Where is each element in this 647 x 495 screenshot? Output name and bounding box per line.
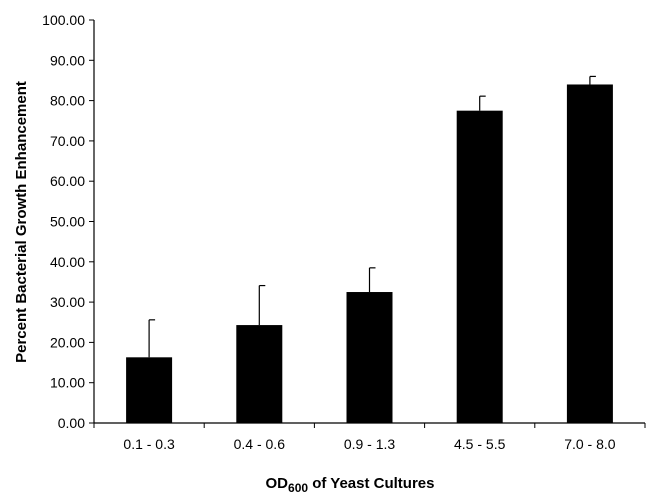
x-tick-label: 0.4 - 0.6 [234,436,286,452]
bar [346,292,393,423]
x-tick-label: 0.9 - 1.3 [344,436,396,452]
y-tick-label: 80.00 [50,93,85,109]
x-axis-title-suffix: of Yeast Cultures [308,475,434,492]
y-axis-title: Percent Bacterial Growth Enhancement [13,81,30,363]
bar [566,84,613,423]
x-axis-ticks: 0.1 - 0.3 0.4 - 0.6 0.9 - 1.3 4.5 - 5.5 7.0 … [93,423,646,452]
y-tick-label: 70.00 [50,133,85,149]
y-tick-label: 10.00 [50,375,85,391]
y-tick-label: 40.00 [50,254,85,270]
y-tick-label: 50.00 [50,214,85,230]
y-tick-label: 100.00 [42,12,85,28]
y-tick-label: 90.00 [50,52,85,68]
x-tick-label: 4.5 - 5.5 [454,436,506,452]
x-tick-label: 0.1 - 0.3 [123,436,175,452]
x-tick-label: 7.0 - 8.0 [564,436,616,452]
bar [126,357,173,423]
x-axis-title-subscript: 600 [288,481,308,495]
bar [456,110,503,424]
x-axis-title: OD600 of Yeast Cultures [266,475,435,495]
bars [126,75,613,424]
y-tick-label: 60.00 [50,173,85,189]
bar [236,325,283,423]
y-tick-label: 30.00 [50,294,85,310]
y-axis-ticks: 0.00 10.00 20.00 30.00 40.00 50.00 60.00 70.00 8… [42,12,94,431]
x-axis-title-prefix: OD [266,475,289,492]
y-tick-label: 20.00 [50,334,85,350]
y-tick-label: 0.00 [58,415,85,431]
